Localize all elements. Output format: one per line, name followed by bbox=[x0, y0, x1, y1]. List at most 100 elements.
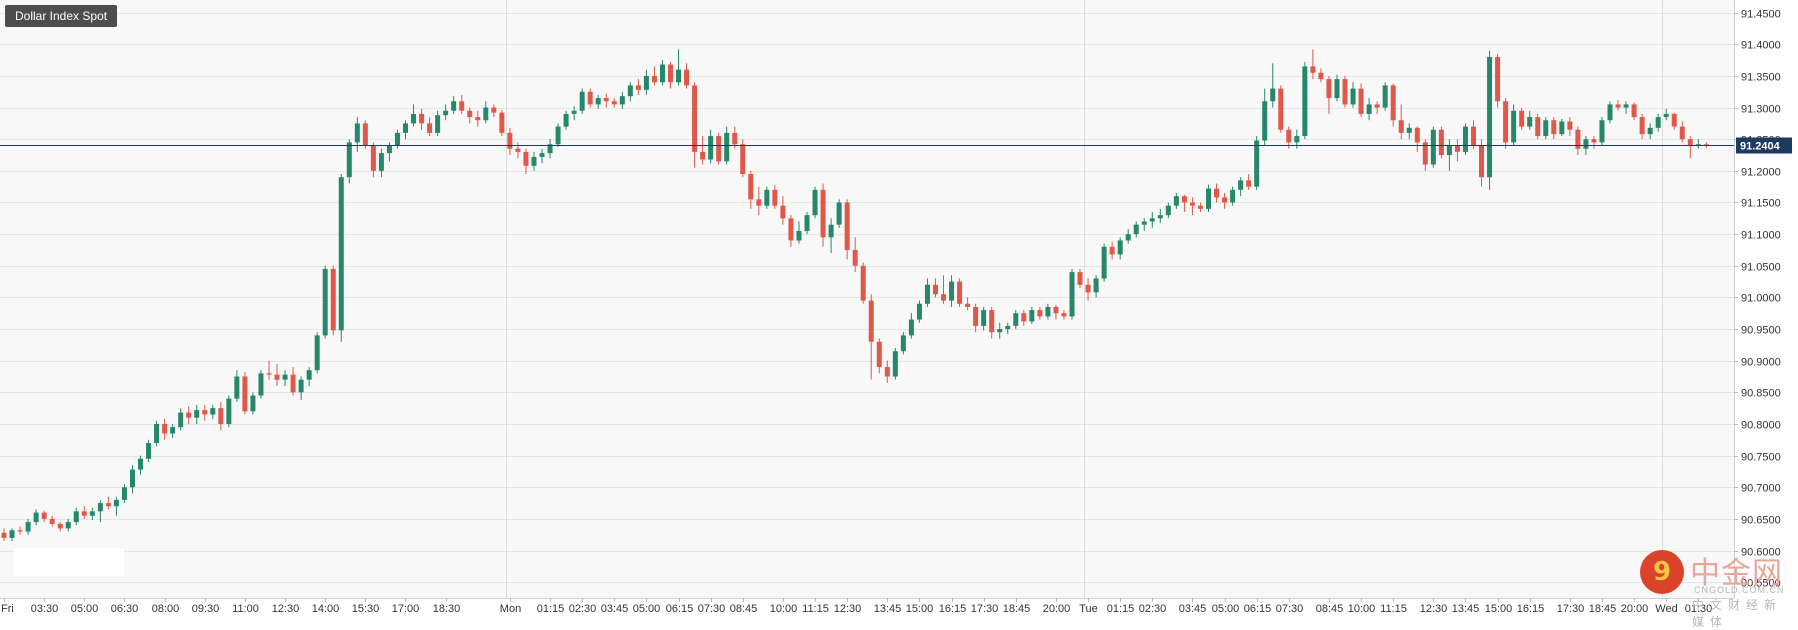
candle bbox=[491, 104, 497, 118]
candle bbox=[989, 306, 995, 339]
x-tick-label: 03:45 bbox=[601, 603, 629, 615]
candle-body bbox=[1125, 234, 1131, 241]
candle-body bbox=[378, 153, 384, 171]
candle-body bbox=[667, 64, 673, 83]
candle-body bbox=[1446, 145, 1452, 156]
candle-body bbox=[692, 85, 698, 152]
candle-body bbox=[1519, 110, 1525, 127]
candle bbox=[73, 507, 79, 526]
y-tick-label: 91.0500 bbox=[1741, 262, 1781, 274]
candle bbox=[1013, 310, 1019, 330]
candle-body bbox=[1703, 144, 1709, 146]
candle bbox=[89, 507, 95, 521]
x-tick-label: 05:00 bbox=[633, 603, 661, 615]
candle bbox=[1053, 305, 1059, 320]
candle-body bbox=[1382, 85, 1388, 108]
candle bbox=[170, 423, 176, 438]
candle bbox=[1374, 101, 1380, 114]
candle-body bbox=[1647, 127, 1653, 135]
candle-body bbox=[828, 224, 834, 238]
y-tick-label: 90.8500 bbox=[1741, 388, 1781, 400]
candle-body bbox=[892, 351, 898, 377]
candle bbox=[1334, 74, 1340, 102]
candle-body bbox=[186, 412, 192, 418]
candle-body bbox=[1495, 56, 1501, 102]
candle bbox=[1141, 218, 1147, 231]
y-tick-label: 90.5500 bbox=[1741, 578, 1781, 590]
candle bbox=[17, 526, 23, 535]
candle bbox=[1527, 110, 1533, 130]
blank-box bbox=[14, 548, 124, 576]
candle bbox=[643, 69, 649, 95]
candle-body bbox=[1511, 110, 1517, 143]
candle-body bbox=[1197, 205, 1203, 209]
candle bbox=[1181, 194, 1187, 212]
candle bbox=[57, 522, 63, 532]
candle-body bbox=[1021, 313, 1027, 322]
candle bbox=[1165, 202, 1171, 219]
candle bbox=[949, 275, 955, 307]
candle bbox=[924, 278, 930, 307]
candle-body bbox=[314, 335, 320, 371]
candle bbox=[692, 82, 698, 168]
candle-body bbox=[611, 101, 617, 105]
x-tick-label: 02:30 bbox=[569, 603, 597, 615]
candle bbox=[65, 518, 71, 532]
candle-body bbox=[1543, 120, 1549, 137]
candle bbox=[796, 221, 802, 244]
x-tick-label: 13:45 bbox=[1452, 603, 1480, 615]
x-tick-label: 01:15 bbox=[1107, 603, 1135, 615]
candle-body bbox=[1342, 79, 1348, 105]
candle-body bbox=[210, 408, 216, 415]
candle-body bbox=[25, 522, 31, 532]
candle-body bbox=[1583, 139, 1589, 149]
candle bbox=[1085, 278, 1091, 301]
candle-body bbox=[716, 136, 722, 162]
candle bbox=[113, 496, 119, 516]
candle bbox=[941, 275, 947, 304]
candle-body bbox=[515, 148, 521, 152]
candle-body bbox=[788, 218, 794, 241]
candle bbox=[1021, 310, 1027, 326]
candle-body bbox=[419, 113, 425, 124]
candle bbox=[322, 265, 328, 339]
candle-body bbox=[1374, 104, 1380, 108]
candle bbox=[41, 510, 47, 523]
candle-body bbox=[1093, 278, 1099, 293]
candle-body bbox=[274, 374, 280, 380]
candle-body bbox=[973, 306, 979, 326]
candle bbox=[378, 148, 384, 178]
candle-body bbox=[1189, 202, 1195, 206]
candle-body bbox=[1181, 196, 1187, 203]
candle bbox=[1422, 139, 1428, 171]
candle-body bbox=[732, 132, 738, 145]
candle bbox=[411, 104, 417, 127]
x-tick-label: 06:15 bbox=[1244, 603, 1272, 615]
candle-body bbox=[989, 310, 995, 333]
candle bbox=[226, 395, 232, 428]
candle-body bbox=[1238, 180, 1244, 190]
candle-body bbox=[370, 145, 376, 171]
candle-body bbox=[595, 98, 601, 105]
candle bbox=[81, 506, 87, 519]
y-tick-label: 90.6500 bbox=[1741, 515, 1781, 527]
candle bbox=[483, 101, 489, 124]
candle-body bbox=[932, 284, 938, 295]
candle-body bbox=[121, 487, 127, 500]
candle bbox=[1406, 123, 1412, 140]
candle bbox=[1615, 99, 1621, 111]
candle bbox=[1262, 88, 1268, 146]
current-price-label: 91.2404 bbox=[1740, 141, 1781, 153]
candle-body bbox=[635, 85, 641, 90]
y-tick-label: 91.4500 bbox=[1741, 9, 1781, 21]
candle-body bbox=[1599, 120, 1605, 143]
x-tick-label: 06:30 bbox=[111, 603, 139, 615]
candle-body bbox=[386, 145, 392, 154]
candle bbox=[1454, 139, 1460, 162]
candle bbox=[1230, 186, 1236, 206]
candle-body bbox=[1462, 126, 1468, 152]
candle bbox=[1487, 50, 1493, 190]
candle bbox=[868, 294, 874, 380]
